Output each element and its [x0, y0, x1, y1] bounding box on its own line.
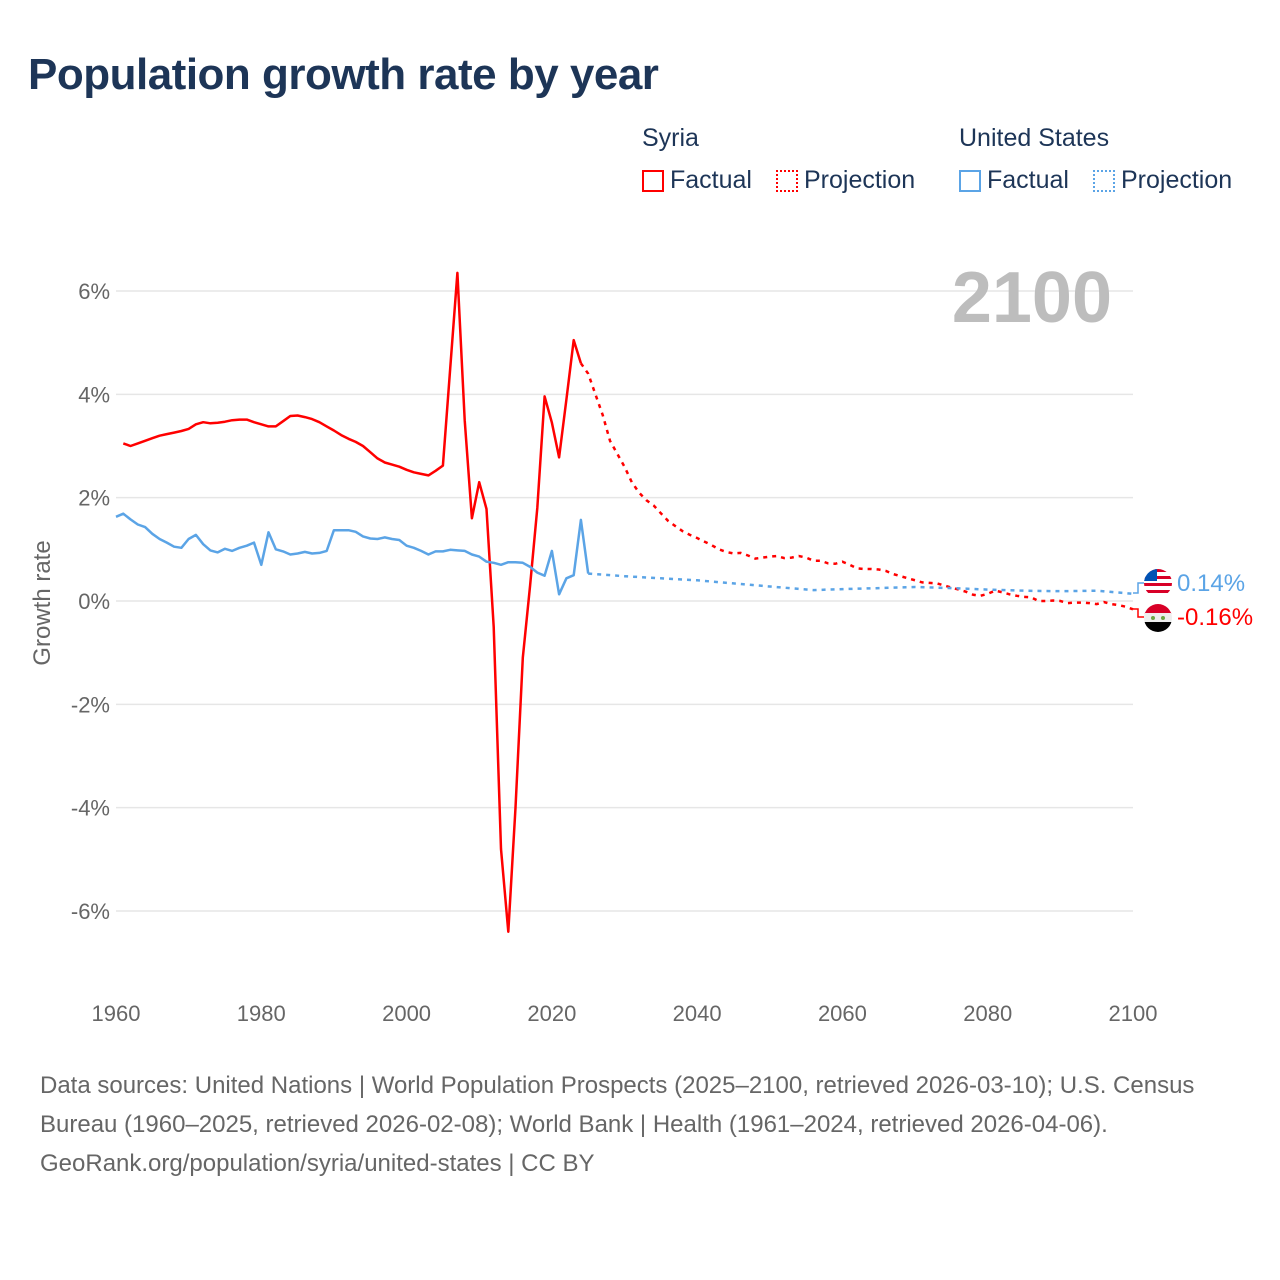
x-tick-label: 1980: [237, 1001, 286, 1026]
syria-flag-icon: [1144, 604, 1172, 632]
legend-swatch-solid: [642, 169, 664, 192]
legend-swatch-solid: [959, 169, 981, 192]
y-axis-label: Growth rate: [29, 540, 56, 665]
y-tick-label: -6%: [71, 899, 110, 924]
united-states-projection-line: [588, 572, 1134, 596]
us-end-value: 0.14%: [1177, 570, 1245, 597]
legend-group-us: United States: [959, 124, 1110, 152]
us-end-connector: [1133, 582, 1144, 594]
y-tick-label: -4%: [71, 796, 110, 821]
us-flag-icon: [1144, 569, 1172, 597]
x-tick-label: 2040: [673, 1001, 722, 1026]
legend-group-syria: Syria: [642, 124, 699, 152]
footer: Data sources: United Nations | World Pop…: [40, 1066, 1240, 1183]
syria-factual-line: [122, 271, 583, 933]
y-tick-label: 0%: [78, 589, 110, 614]
syria-end-value: -0.16%: [1177, 604, 1253, 631]
x-tick-label: 2060: [818, 1001, 867, 1026]
legend-label: Factual: [987, 166, 1069, 194]
legend-syria-projection[interactable]: Projection: [776, 166, 915, 195]
syria-projection-line: [579, 362, 1134, 611]
x-tick-label: 2000: [382, 1001, 431, 1026]
united-states-factual-line: [115, 512, 590, 596]
legend-swatch-dotted: [776, 169, 798, 192]
syria-end-connector: [1133, 608, 1144, 618]
chart-title: Population growth rate by year: [28, 50, 659, 99]
y-tick-label: 4%: [78, 382, 110, 407]
data-sources: Data sources: United Nations | World Pop…: [40, 1072, 1195, 1138]
y-tick-label: 6%: [78, 279, 110, 304]
x-tick-label: 2020: [527, 1001, 576, 1026]
y-tick-label: -2%: [71, 692, 110, 717]
legend-us-projection[interactable]: Projection: [1093, 166, 1232, 195]
legend-syria-factual[interactable]: Factual: [642, 166, 752, 195]
legend-us-factual[interactable]: Factual: [959, 166, 1069, 195]
current-year-label: 2100: [952, 258, 1112, 338]
legend-label: Projection: [1121, 166, 1233, 194]
legend-swatch-dotted: [1093, 169, 1115, 192]
legend-label: Factual: [670, 166, 752, 194]
y-tick-label: 2%: [78, 486, 110, 511]
x-tick-label: 1960: [92, 1001, 141, 1026]
line-chart: 6% 4% 2% 0% -2% -4% -6% 1960 1980 2000 2020 2040 206…: [29, 258, 1253, 1026]
x-tick-label: 2100: [1109, 1001, 1158, 1026]
x-tick-label: 2080: [963, 1001, 1012, 1026]
legend-label: Projection: [804, 166, 916, 194]
source-link[interactable]: GeoRank.org/population/syria/united-stat…: [40, 1150, 595, 1177]
